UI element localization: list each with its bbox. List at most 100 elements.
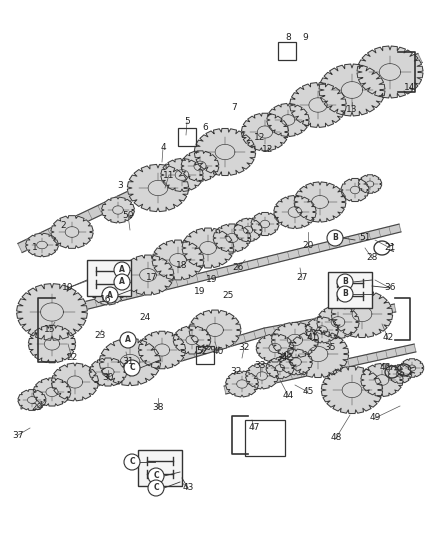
Text: 1: 1 [32, 244, 38, 253]
Polygon shape [358, 175, 382, 193]
Polygon shape [292, 334, 344, 374]
Text: 48: 48 [330, 433, 342, 442]
Polygon shape [364, 366, 400, 394]
Text: 38: 38 [152, 403, 164, 413]
Text: 4: 4 [160, 143, 166, 152]
Bar [245, 420, 285, 456]
Text: B: B [332, 233, 338, 243]
Polygon shape [99, 338, 161, 385]
Text: A: A [107, 290, 113, 300]
Text: 49: 49 [369, 414, 381, 423]
Text: B: B [342, 289, 348, 298]
Text: 8: 8 [285, 34, 291, 43]
Polygon shape [164, 161, 200, 189]
Polygon shape [138, 332, 186, 369]
Text: A: A [119, 265, 125, 274]
Polygon shape [270, 106, 306, 134]
Text: C: C [153, 472, 159, 481]
Polygon shape [51, 216, 93, 248]
Polygon shape [152, 240, 204, 280]
Text: 23: 23 [94, 330, 106, 340]
Polygon shape [127, 164, 189, 212]
Polygon shape [104, 342, 156, 382]
Text: 40: 40 [212, 348, 224, 357]
Polygon shape [28, 235, 56, 255]
Circle shape [148, 480, 164, 496]
Text: 13: 13 [346, 106, 358, 115]
Polygon shape [55, 366, 95, 398]
Polygon shape [332, 290, 392, 337]
Polygon shape [20, 391, 44, 409]
Polygon shape [189, 310, 241, 350]
Polygon shape [33, 378, 71, 406]
Polygon shape [402, 360, 422, 376]
Circle shape [114, 274, 130, 290]
Polygon shape [308, 319, 336, 341]
Polygon shape [264, 304, 396, 336]
Text: 6: 6 [202, 124, 208, 133]
Polygon shape [54, 218, 90, 246]
Text: 46: 46 [379, 364, 391, 373]
Polygon shape [321, 367, 383, 414]
Polygon shape [319, 64, 385, 116]
Text: 21: 21 [384, 244, 396, 253]
Polygon shape [275, 325, 315, 355]
Polygon shape [245, 116, 285, 148]
Polygon shape [193, 313, 237, 347]
Text: C: C [129, 364, 135, 373]
Text: 35: 35 [324, 343, 336, 352]
Polygon shape [22, 288, 82, 336]
Polygon shape [362, 50, 418, 94]
Polygon shape [268, 359, 292, 377]
Text: 24: 24 [139, 313, 151, 322]
Polygon shape [324, 68, 380, 112]
Text: C: C [129, 457, 135, 466]
Polygon shape [102, 197, 134, 223]
Polygon shape [94, 281, 122, 303]
Polygon shape [388, 365, 412, 383]
Bar [196, 346, 214, 364]
Text: 15: 15 [44, 326, 56, 335]
Text: 5: 5 [184, 117, 190, 126]
Polygon shape [34, 224, 401, 322]
Polygon shape [246, 363, 279, 389]
Text: 31: 31 [122, 358, 134, 367]
Text: 29: 29 [31, 403, 42, 413]
Polygon shape [224, 344, 416, 394]
Polygon shape [336, 294, 388, 334]
Text: 44: 44 [283, 391, 293, 400]
Text: 19: 19 [206, 276, 218, 285]
Text: 3: 3 [117, 181, 123, 190]
Polygon shape [89, 358, 127, 386]
Polygon shape [181, 151, 219, 181]
Polygon shape [294, 86, 342, 124]
Text: 30: 30 [102, 374, 114, 383]
Polygon shape [290, 83, 346, 127]
Polygon shape [226, 371, 258, 397]
Polygon shape [287, 330, 349, 377]
Polygon shape [360, 176, 380, 192]
Text: 10: 10 [62, 284, 74, 293]
Polygon shape [320, 308, 356, 336]
Polygon shape [267, 103, 309, 136]
Polygon shape [156, 243, 200, 277]
Polygon shape [122, 255, 174, 295]
Text: 33: 33 [254, 360, 266, 369]
Polygon shape [51, 363, 99, 401]
Text: 16: 16 [100, 295, 112, 304]
Polygon shape [241, 113, 289, 151]
Polygon shape [294, 182, 346, 222]
Polygon shape [253, 214, 277, 234]
Text: 2: 2 [60, 221, 66, 230]
Polygon shape [306, 317, 339, 343]
Polygon shape [184, 153, 216, 179]
Text: 26: 26 [232, 263, 244, 272]
Circle shape [114, 262, 130, 278]
Polygon shape [282, 351, 310, 373]
Bar [328, 272, 372, 308]
Polygon shape [25, 233, 58, 257]
Polygon shape [357, 46, 423, 98]
Text: B: B [342, 278, 348, 287]
Polygon shape [28, 325, 76, 363]
Polygon shape [32, 328, 72, 360]
